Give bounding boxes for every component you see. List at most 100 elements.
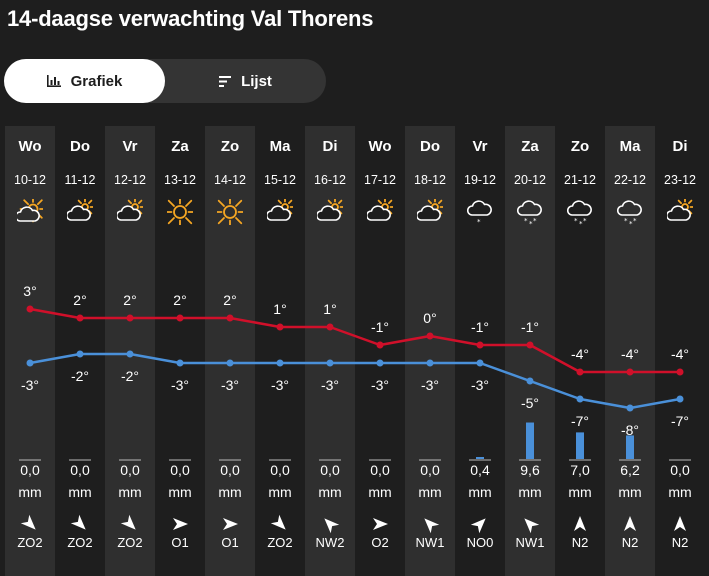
svg-text:*: *: [579, 220, 583, 225]
view-toggle: Grafiek Lijst: [4, 59, 326, 103]
svg-text:*: *: [633, 217, 637, 225]
cloudy-sun-icon: [317, 199, 343, 221]
day-column: Di 23-12 0,0 mm N2: [655, 126, 705, 576]
heavy-snow-icon: * * *: [517, 200, 542, 225]
page-title: 14-daagse verwachting Val Thorens: [7, 6, 374, 31]
precipitation-unit: mm: [218, 484, 242, 500]
day-name: Di: [672, 138, 688, 155]
precipitation-value: 0,0: [20, 462, 40, 478]
day-name: Wo: [368, 138, 392, 155]
cloudy-sun-icon: [267, 199, 293, 221]
svg-text:*: *: [583, 217, 587, 225]
list-tab[interactable]: Lijst: [165, 59, 326, 103]
wind-label: ZO2: [17, 535, 43, 550]
day-column: Vr 12-12 0,0 mm ZO2: [105, 126, 155, 576]
wind-label: ZO2: [117, 535, 143, 550]
day-column: Di 16-12 0,0 mm NW2: [305, 126, 355, 576]
precipitation-value: 0,0: [670, 462, 690, 478]
wind-label: O1: [171, 535, 189, 550]
svg-text:*: *: [574, 217, 578, 225]
precipitation-unit: mm: [618, 484, 642, 500]
list-icon: [219, 75, 232, 87]
day-column: Wo 10-12 0,0 mm ZO2: [5, 126, 55, 576]
wind-direction-icon: [574, 516, 586, 531]
cloudy-sun-icon: [417, 199, 443, 221]
bar-chart-icon: [46, 75, 61, 87]
precipitation-unit: mm: [668, 484, 692, 500]
wind-label: N2: [671, 535, 689, 550]
wind-direction-icon: [324, 518, 340, 534]
precipitation-unit: mm: [568, 484, 592, 500]
day-name: Vr: [472, 138, 488, 155]
wind-direction-icon: [270, 514, 286, 530]
day-date: 23-12: [664, 173, 696, 187]
day-column: Ma 15-12 0,0 mm ZO2: [255, 126, 305, 576]
precipitation-unit: mm: [168, 484, 192, 500]
svg-text:*: *: [533, 217, 537, 225]
precipitation-unit: mm: [68, 484, 92, 500]
precipitation-value: 0,4: [470, 462, 490, 478]
day-column: Za 13-12 0,0 mm O1: [155, 126, 205, 576]
wind-label: ZO2: [267, 535, 293, 550]
wind-direction-icon: [173, 518, 188, 530]
day-date: 22-12: [614, 173, 646, 187]
day-column: Do 11-12 0,0 mm ZO2: [55, 126, 105, 576]
day-date: 11-12: [64, 173, 96, 187]
wind-label: N2: [621, 535, 639, 550]
wind-direction-icon: [70, 514, 86, 530]
precipitation-value: 0,0: [170, 462, 190, 478]
wind-direction-icon: [373, 518, 388, 530]
precipitation-unit: mm: [368, 484, 392, 500]
precipitation-value: 0,0: [320, 462, 340, 478]
wind-direction-icon: [424, 518, 440, 534]
wind-label: O1: [221, 535, 239, 550]
day-column: Zo 14-12 0,0 mm O1: [205, 126, 255, 576]
wind-direction-icon: [470, 518, 486, 534]
day-name: Do: [70, 138, 90, 155]
graph-tab-label: Grafiek: [70, 72, 123, 90]
day-name: Zo: [220, 138, 240, 155]
wind-label: N2: [571, 535, 589, 550]
precipitation-value: 9,6: [520, 462, 540, 478]
sun-icon: [217, 199, 243, 225]
precipitation-value: 0,0: [220, 462, 240, 478]
wind-label: NO0: [466, 535, 494, 550]
wind-direction-icon: [624, 516, 636, 531]
cloudy-sun-icon: [667, 199, 693, 221]
graph-tab[interactable]: Grafiek: [4, 59, 165, 103]
day-column: Wo 17-12 0,0 mm O2: [355, 126, 405, 576]
wind-direction-icon: [120, 514, 136, 530]
day-name: Ma: [619, 138, 641, 155]
wind-label: NW1: [515, 535, 545, 550]
svg-text:*: *: [524, 217, 528, 225]
forecast-grid: Wo 10-12 0,0 mm ZO2 Do 11-12 0,0 mm ZO2 …: [5, 126, 705, 576]
svg-text:*: *: [477, 218, 481, 225]
precipitation-value: 7,0: [570, 462, 590, 478]
day-name: Do: [420, 138, 440, 155]
wind-label: O2: [371, 535, 389, 550]
wind-direction-icon: [524, 518, 540, 534]
wind-label: NW1: [415, 535, 445, 550]
heavy-snow-icon: * * *: [567, 200, 592, 225]
day-name: Za: [521, 138, 539, 155]
cloudy-sun-icon: [67, 199, 93, 221]
precipitation-value: 0,0: [120, 462, 140, 478]
day-date: 13-12: [164, 173, 196, 187]
svg-text:*: *: [624, 217, 628, 225]
day-column: Ma 22-12 * * * 6,2 mm N2: [605, 126, 655, 576]
day-name: Zo: [570, 138, 590, 155]
wind-label: ZO2: [67, 535, 93, 550]
day-date: 16-12: [314, 173, 346, 187]
precipitation-value: 0,0: [370, 462, 390, 478]
precipitation-unit: mm: [518, 484, 542, 500]
precipitation-value: 0,0: [270, 462, 290, 478]
day-column: Za 20-12 * * * 9,6 mm NW1: [505, 126, 555, 576]
day-date: 19-12: [464, 173, 496, 187]
precipitation-value: 6,2: [620, 462, 640, 478]
wind-label: NW2: [315, 535, 345, 550]
day-date: 17-12: [364, 173, 396, 187]
day-name: Ma: [269, 138, 291, 155]
precipitation-unit: mm: [318, 484, 342, 500]
precipitation-unit: mm: [468, 484, 492, 500]
cloudy-sun-icon: [117, 199, 143, 221]
